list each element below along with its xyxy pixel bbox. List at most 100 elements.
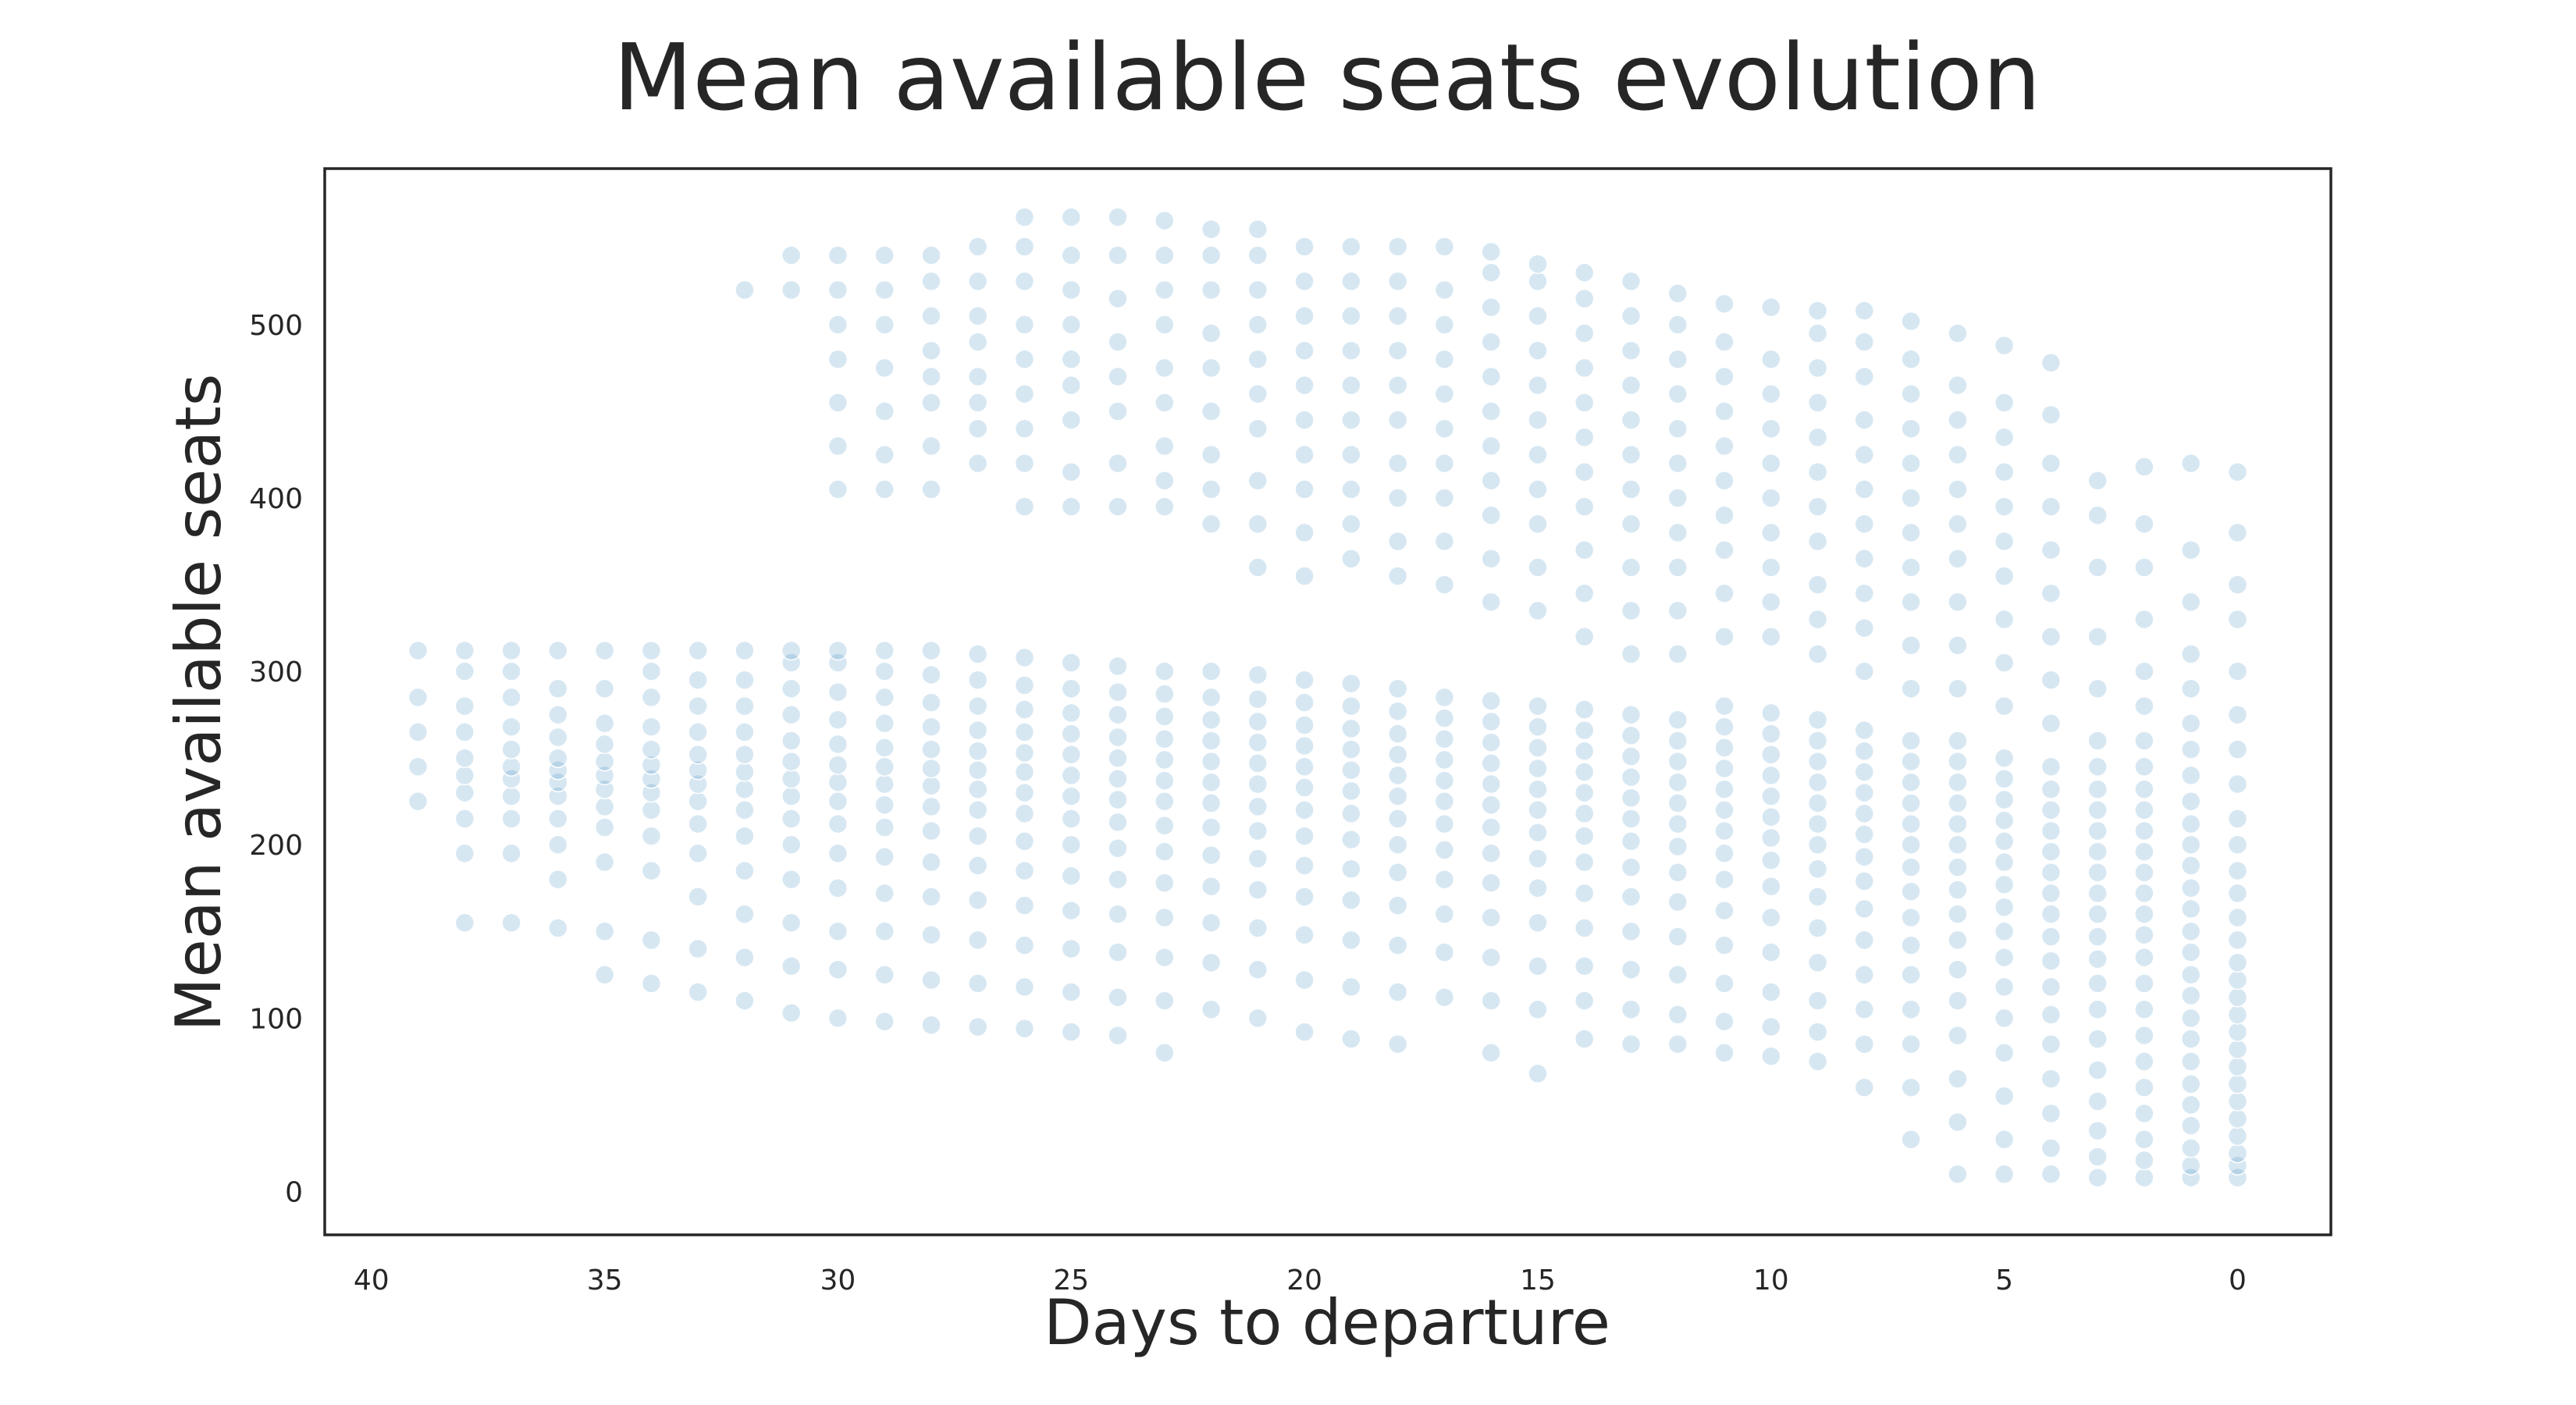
- data-point: [1854, 999, 1875, 1020]
- data-point: [1201, 817, 1222, 838]
- data-point: [1201, 845, 1222, 866]
- data-point: [2227, 809, 2248, 829]
- data-point: [1761, 724, 1781, 744]
- x-tick-label: 0: [2229, 1264, 2247, 1297]
- data-point: [548, 678, 568, 699]
- data-point: [1714, 539, 1735, 560]
- data-point: [1155, 947, 1175, 968]
- data-point: [1014, 675, 1035, 695]
- data-point: [1574, 852, 1595, 873]
- data-point: [781, 809, 802, 829]
- data-point: [2227, 1143, 2248, 1164]
- data-point: [1761, 806, 1781, 827]
- data-point: [1807, 793, 1828, 813]
- data-point: [1341, 803, 1361, 824]
- data-point: [1714, 293, 1735, 314]
- data-point: [594, 921, 615, 942]
- data-point: [1341, 673, 1361, 694]
- data-point: [1528, 822, 1548, 843]
- data-point: [2041, 353, 2062, 373]
- data-point: [548, 809, 568, 829]
- data-point: [1247, 315, 1268, 335]
- data-point: [1014, 762, 1035, 782]
- data-point: [1667, 383, 1688, 404]
- data-point: [1294, 271, 1315, 292]
- data-point: [1434, 383, 1455, 404]
- data-point: [1667, 349, 1688, 370]
- data-point: [501, 739, 521, 759]
- data-point: [1014, 831, 1035, 852]
- data-point: [1294, 826, 1315, 846]
- data-point: [1155, 841, 1175, 862]
- data-point: [1294, 340, 1315, 361]
- data-point: [2134, 609, 2154, 630]
- data-point: [1061, 900, 1082, 921]
- data-point: [2087, 820, 2108, 841]
- y-tick-label: 500: [249, 310, 303, 342]
- data-point: [2227, 1039, 2248, 1060]
- data-point: [735, 640, 755, 661]
- data-point: [1574, 288, 1595, 309]
- data-point: [1108, 789, 1128, 810]
- data-point: [1807, 393, 1828, 413]
- data-point: [2087, 883, 2108, 904]
- data-point: [1994, 695, 2015, 717]
- data-point: [1621, 271, 1642, 292]
- data-point: [2180, 1008, 2201, 1029]
- data-point: [2180, 713, 2201, 734]
- x-tick-label: 10: [1753, 1264, 1789, 1297]
- data-point: [1761, 982, 1781, 1002]
- data-point: [1061, 653, 1082, 673]
- data-point: [2134, 1077, 2154, 1097]
- data-point: [1528, 848, 1548, 869]
- data-point: [2041, 779, 2062, 799]
- data-point: [2041, 539, 2062, 560]
- data-point: [1714, 843, 1735, 864]
- data-point: [1341, 1029, 1361, 1049]
- data-point: [1014, 237, 1035, 257]
- data-point: [1155, 245, 1175, 265]
- data-point: [1667, 793, 1688, 813]
- data-point: [874, 738, 895, 758]
- data-point: [1201, 912, 1222, 933]
- data-point: [1667, 644, 1688, 664]
- data-point: [1528, 758, 1548, 779]
- data-point: [1807, 1051, 1828, 1072]
- data-point: [1014, 860, 1035, 881]
- data-point: [1247, 820, 1268, 841]
- data-point: [1247, 245, 1268, 265]
- data-point: [921, 758, 941, 779]
- data-point: [1994, 427, 2015, 448]
- data-point: [1901, 349, 1921, 370]
- data-point: [1247, 796, 1268, 817]
- data-point: [1481, 774, 1501, 795]
- data-point: [1574, 782, 1595, 803]
- data-point: [1387, 724, 1408, 744]
- data-point: [1994, 810, 2015, 831]
- data-point: [1948, 1069, 1968, 1089]
- data-point: [1247, 349, 1268, 370]
- data-point: [1574, 826, 1595, 846]
- data-point: [1014, 722, 1035, 742]
- data-point: [1948, 904, 1968, 924]
- data-point: [1061, 207, 1082, 227]
- data-point: [1901, 935, 1921, 955]
- data-point: [874, 245, 895, 265]
- data-point: [1061, 938, 1082, 959]
- data-point: [1201, 444, 1222, 465]
- data-point: [1901, 793, 1921, 813]
- data-point: [688, 670, 708, 690]
- data-point: [1155, 315, 1175, 335]
- data-point: [1061, 724, 1082, 744]
- data-point: [921, 306, 941, 326]
- data-point: [2227, 661, 2248, 681]
- data-point: [827, 710, 849, 731]
- data-point: [827, 682, 849, 702]
- data-point: [1528, 444, 1548, 465]
- data-point: [1061, 315, 1082, 335]
- data-point: [1247, 848, 1268, 869]
- data-point: [2227, 1126, 2248, 1147]
- data-point: [2134, 1025, 2154, 1046]
- data-point: [1854, 366, 1875, 387]
- data-point: [1714, 738, 1735, 758]
